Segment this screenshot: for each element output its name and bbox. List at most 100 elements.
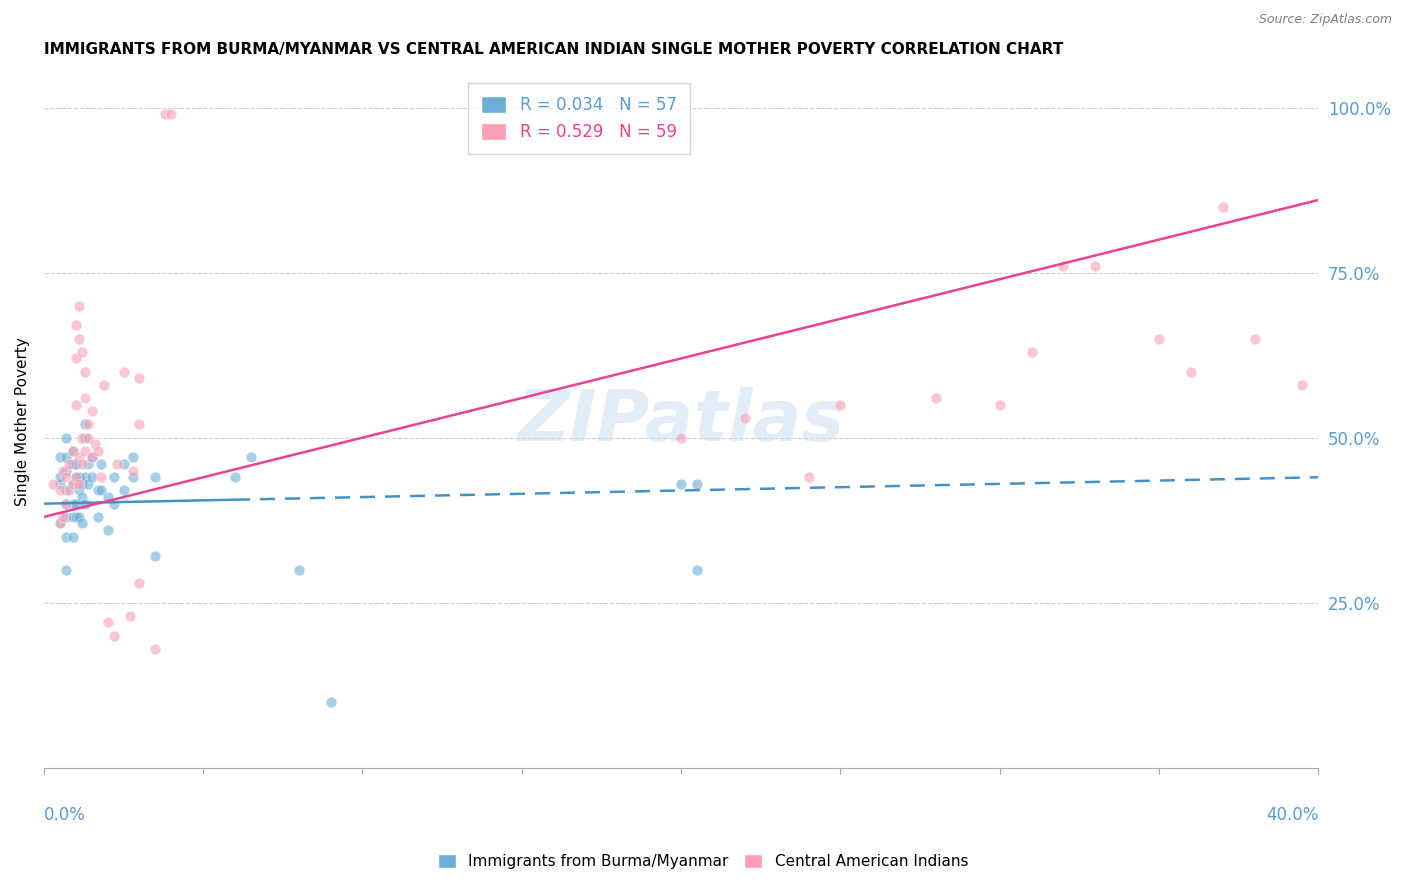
Point [70, 431, 93, 445]
Point [49, 470, 72, 484]
Point [105, 457, 128, 471]
Point [87, 443, 110, 458]
Point [112, 457, 135, 471]
Legend: R = 0.034   N = 57, R = 0.529   N = 59: R = 0.034 N = 57, R = 0.529 N = 59 [468, 83, 690, 154]
Point [1052, 259, 1074, 273]
Point [90, 457, 112, 471]
Point [87, 509, 110, 524]
Point [75, 497, 97, 511]
Point [77, 417, 100, 432]
Point [118, 608, 141, 623]
Point [77, 457, 100, 471]
Point [62, 443, 84, 458]
Point [55, 483, 77, 498]
Point [1243, 332, 1265, 346]
Point [75, 365, 97, 379]
Point [67, 509, 90, 524]
Point [49, 450, 72, 465]
Text: ZIPatlas: ZIPatlas [517, 386, 845, 456]
Text: Source: ZipAtlas.com: Source: ZipAtlas.com [1258, 13, 1392, 27]
Point [669, 431, 692, 445]
Point [287, 563, 309, 577]
Point [75, 431, 97, 445]
Point [75, 443, 97, 458]
Point [80, 470, 103, 484]
Point [797, 470, 820, 484]
Point [65, 497, 87, 511]
Point [65, 351, 87, 366]
Point [1291, 377, 1313, 392]
Point [319, 695, 342, 709]
Point [128, 371, 150, 385]
Point [90, 470, 112, 484]
Point [55, 431, 77, 445]
Point [1147, 332, 1170, 346]
Point [55, 497, 77, 511]
Point [52, 464, 75, 478]
Point [55, 497, 77, 511]
Point [80, 404, 103, 418]
Point [52, 509, 75, 524]
Point [97, 615, 120, 630]
Point [49, 483, 72, 498]
Point [75, 470, 97, 484]
Point [55, 509, 77, 524]
Point [122, 464, 145, 478]
Point [686, 563, 709, 577]
Point [55, 470, 77, 484]
Point [160, 107, 183, 121]
Point [830, 398, 852, 412]
Point [62, 530, 84, 544]
Point [49, 516, 72, 531]
Point [103, 497, 125, 511]
Point [70, 344, 93, 359]
Point [103, 470, 125, 484]
Point [55, 450, 77, 465]
Point [128, 575, 150, 590]
Point [734, 410, 756, 425]
Point [988, 398, 1011, 412]
Point [70, 516, 93, 531]
Point [128, 417, 150, 432]
Point [62, 457, 84, 471]
Point [70, 476, 93, 491]
Point [55, 530, 77, 544]
Y-axis label: Single Mother Poverty: Single Mother Poverty [15, 336, 30, 506]
Point [87, 483, 110, 498]
Point [65, 509, 87, 524]
Point [925, 391, 948, 405]
Point [75, 391, 97, 405]
Point [58, 483, 80, 498]
Point [1180, 365, 1202, 379]
Point [240, 450, 263, 465]
Point [77, 431, 100, 445]
Point [62, 476, 84, 491]
Point [55, 563, 77, 577]
Point [55, 464, 77, 478]
Point [122, 450, 145, 465]
Point [93, 377, 115, 392]
Point [77, 476, 100, 491]
Point [62, 497, 84, 511]
Point [67, 450, 90, 465]
Point [97, 523, 120, 537]
Point [58, 457, 80, 471]
Point [1021, 344, 1043, 359]
Point [145, 549, 167, 564]
Point [80, 450, 103, 465]
Point [145, 641, 167, 656]
Legend: Immigrants from Burma/Myanmar, Central American Indians: Immigrants from Burma/Myanmar, Central A… [432, 848, 974, 875]
Point [103, 629, 125, 643]
Point [75, 417, 97, 432]
Point [65, 457, 87, 471]
Point [224, 470, 246, 484]
Point [67, 332, 90, 346]
Point [67, 299, 90, 313]
Point [112, 483, 135, 498]
Point [62, 443, 84, 458]
Point [42, 476, 65, 491]
Point [62, 509, 84, 524]
Point [145, 470, 167, 484]
Point [67, 476, 90, 491]
Point [1212, 200, 1234, 214]
